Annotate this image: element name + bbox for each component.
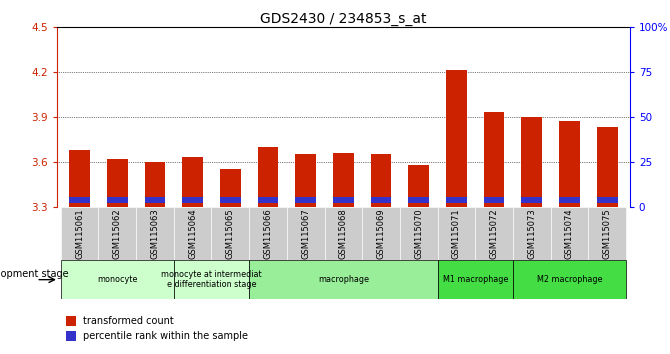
Bar: [61, 207, 98, 260]
Bar: [513, 207, 551, 260]
Bar: [409, 165, 429, 207]
Bar: [295, 154, 316, 207]
Bar: [258, 147, 278, 207]
Bar: [145, 162, 165, 207]
Text: GSM115069: GSM115069: [377, 209, 385, 259]
Text: macrophage: macrophage: [318, 275, 369, 284]
Text: GSM115063: GSM115063: [151, 209, 159, 259]
Bar: [521, 117, 542, 207]
Text: GSM115071: GSM115071: [452, 209, 461, 259]
Text: development stage: development stage: [0, 269, 68, 279]
Bar: [333, 197, 354, 203]
Bar: [513, 260, 626, 299]
Bar: [559, 121, 580, 207]
Bar: [107, 159, 127, 207]
Bar: [333, 153, 354, 207]
Text: GSM115061: GSM115061: [75, 209, 84, 259]
Text: GSM115067: GSM115067: [302, 209, 310, 259]
Bar: [107, 197, 127, 203]
Bar: [66, 316, 76, 326]
Bar: [484, 197, 505, 203]
Bar: [484, 112, 505, 207]
Bar: [174, 207, 212, 260]
Text: GSM115066: GSM115066: [263, 209, 273, 259]
Bar: [559, 197, 580, 203]
Bar: [409, 197, 429, 203]
Bar: [475, 207, 513, 260]
Text: monocyte at intermediat
e differentiation stage: monocyte at intermediat e differentiatio…: [161, 270, 262, 289]
Bar: [61, 260, 174, 299]
Bar: [69, 197, 90, 203]
Bar: [371, 197, 391, 203]
Bar: [249, 260, 438, 299]
Bar: [588, 207, 626, 260]
Bar: [324, 207, 362, 260]
Title: GDS2430 / 234853_s_at: GDS2430 / 234853_s_at: [260, 12, 427, 25]
Bar: [182, 197, 203, 203]
Bar: [174, 260, 249, 299]
Text: monocyte: monocyte: [97, 275, 137, 284]
Text: GSM115074: GSM115074: [565, 209, 574, 259]
Bar: [98, 207, 136, 260]
Text: M2 macrophage: M2 macrophage: [537, 275, 602, 284]
Bar: [212, 207, 249, 260]
Bar: [258, 197, 278, 203]
Text: GSM115068: GSM115068: [339, 209, 348, 259]
Bar: [287, 207, 324, 260]
Text: GSM115075: GSM115075: [603, 209, 612, 259]
Bar: [446, 197, 467, 203]
Text: GSM115070: GSM115070: [414, 209, 423, 259]
Text: M1 macrophage: M1 macrophage: [443, 275, 508, 284]
Bar: [521, 197, 542, 203]
Bar: [446, 70, 467, 207]
Text: GSM115064: GSM115064: [188, 209, 197, 259]
Text: transformed count: transformed count: [82, 316, 174, 326]
Text: GSM115065: GSM115065: [226, 209, 234, 259]
Text: percentile rank within the sample: percentile rank within the sample: [82, 331, 248, 341]
Bar: [220, 170, 241, 207]
Text: GSM115073: GSM115073: [527, 209, 536, 259]
Bar: [220, 197, 241, 203]
Bar: [597, 197, 618, 203]
Bar: [182, 158, 203, 207]
Bar: [295, 197, 316, 203]
Bar: [400, 207, 438, 260]
Bar: [371, 154, 391, 207]
Text: GSM115072: GSM115072: [490, 209, 498, 259]
Bar: [597, 127, 618, 207]
Bar: [69, 150, 90, 207]
Bar: [438, 207, 475, 260]
Bar: [136, 207, 174, 260]
Bar: [551, 207, 588, 260]
Bar: [438, 260, 513, 299]
Bar: [66, 331, 76, 341]
Bar: [145, 197, 165, 203]
Bar: [362, 207, 400, 260]
Bar: [249, 207, 287, 260]
Text: GSM115062: GSM115062: [113, 209, 122, 259]
